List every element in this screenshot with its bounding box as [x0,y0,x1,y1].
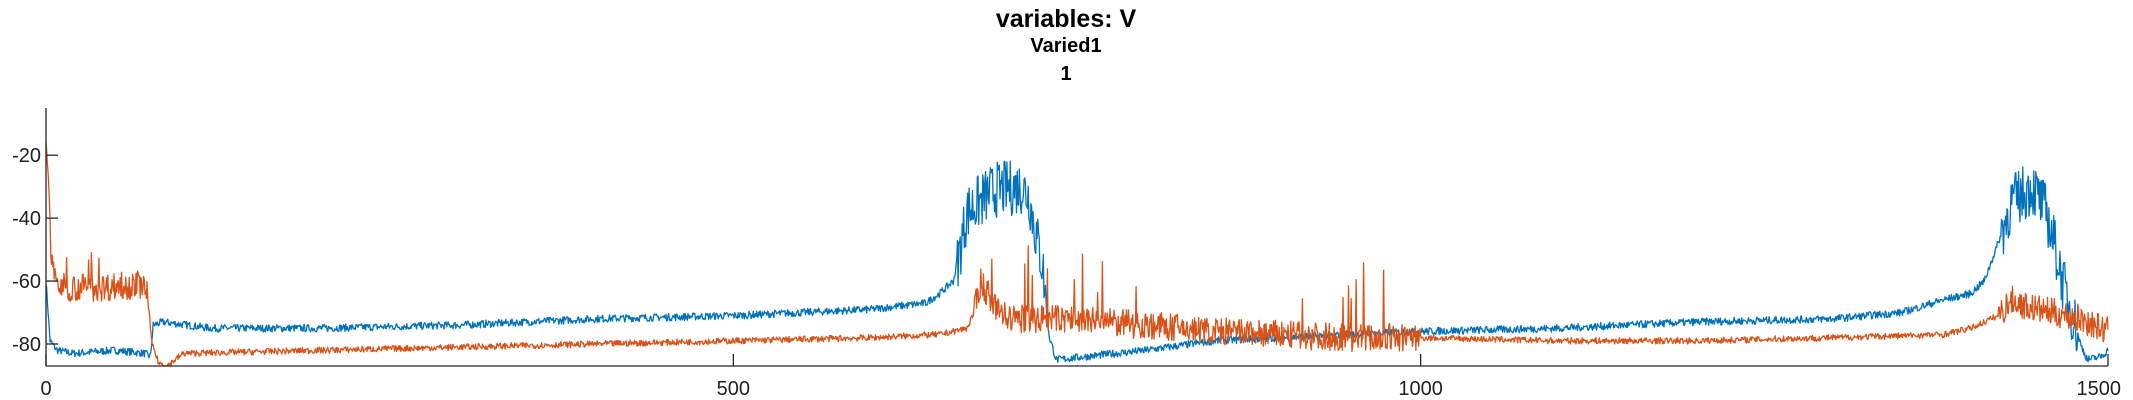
y-tick-label: -40 [12,208,41,230]
x-tick-label: 1500 [2077,378,2122,400]
y-axis-ticks: -20 -40 -60 -80 [12,145,58,356]
x-tick-label: 500 [717,378,750,400]
x-axis-ticks: 0 500 1000 1500 [40,354,2121,400]
chart-subtitle-index: 1 [1060,63,1071,85]
x-tick-label: 1000 [1398,378,1443,400]
y-tick-label: -20 [12,145,41,167]
y-tick-label: -80 [12,334,41,356]
series-layer [45,142,2109,367]
series-line-2 [45,142,2109,367]
y-tick-label: -60 [12,271,41,293]
plot-area: 0 500 1000 1500 -20 -40 -60 -80 [12,108,2121,400]
x-tick-label: 0 [40,378,51,400]
series-line-1 [45,160,2109,363]
chart-title: variables: V [996,5,1137,33]
chart-subtitle-varied: Varied1 [1030,35,1101,57]
